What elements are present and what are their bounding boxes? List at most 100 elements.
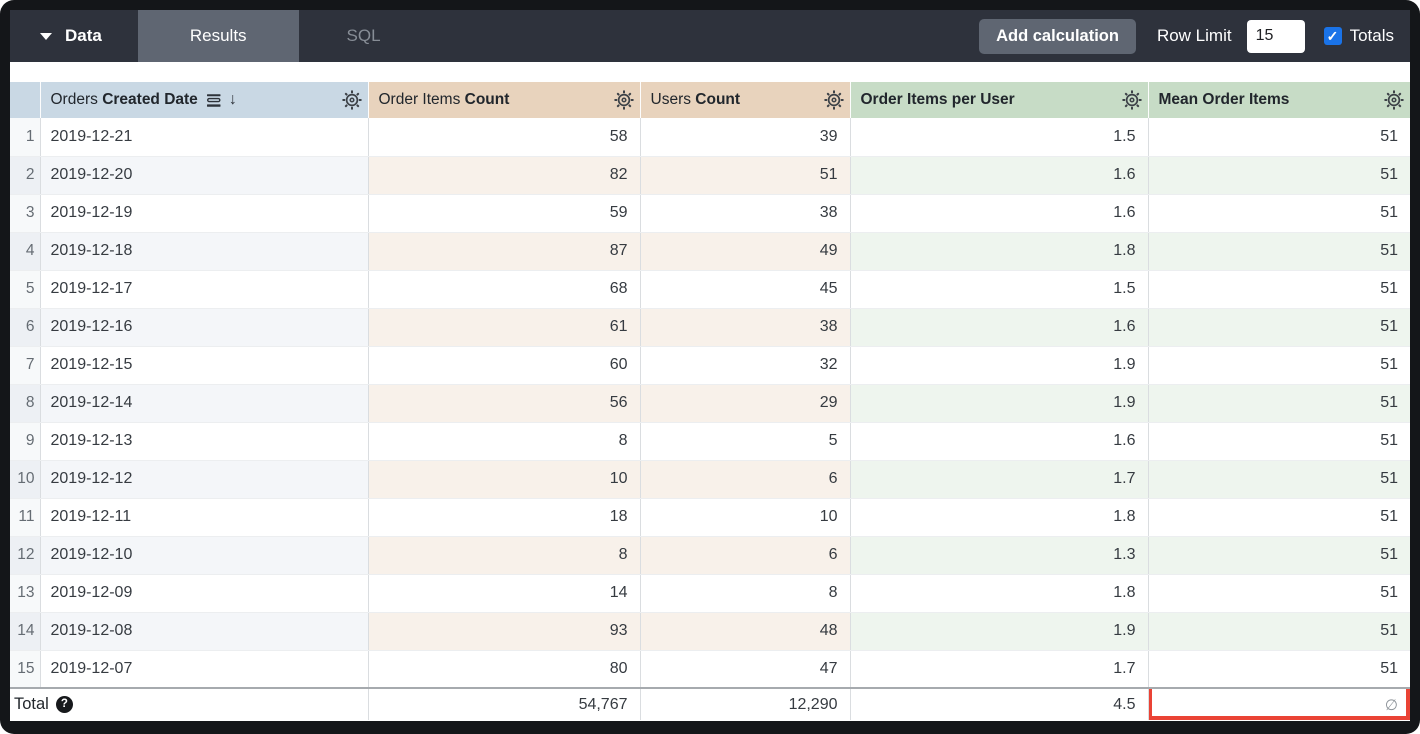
table-cell[interactable]: 51 — [1148, 232, 1410, 271]
table-cell[interactable]: 56 — [368, 384, 641, 423]
table-cell[interactable]: 93 — [368, 612, 641, 651]
table-cell[interactable]: 1.9 — [850, 346, 1149, 385]
table-cell[interactable]: 51 — [1148, 460, 1410, 499]
table-cell[interactable]: 38 — [640, 308, 851, 347]
table-cell[interactable]: 1.7 — [850, 460, 1149, 499]
table-cell[interactable]: 1.8 — [850, 574, 1149, 613]
table-cell[interactable]: 18 — [368, 498, 641, 537]
null-total-symbol: ∅ — [1384, 696, 1398, 714]
table-cell[interactable]: 1.6 — [850, 156, 1149, 195]
table-cell[interactable]: 51 — [1148, 308, 1410, 347]
column-header-users-count[interactable]: Users Count — [640, 82, 851, 118]
add-calculation-button[interactable]: Add calculation — [979, 18, 1136, 54]
table-cell[interactable]: 8 — [368, 536, 641, 575]
table-row: 5 2019-12-17 68 45 1.5 51 — [10, 270, 1410, 309]
table-cell[interactable]: 2019-12-18 — [40, 232, 369, 271]
table-cell[interactable]: 1.3 — [850, 536, 1149, 575]
table-cell[interactable]: 2019-12-10 — [40, 536, 369, 575]
gear-icon[interactable] — [823, 90, 844, 110]
total-users-count[interactable]: 12,290 — [640, 687, 851, 720]
table-cell[interactable]: 38 — [640, 194, 851, 233]
table-cell[interactable]: 8 — [640, 574, 851, 613]
table-cell[interactable]: 6 — [640, 460, 851, 499]
table-cell[interactable]: 1.8 — [850, 498, 1149, 537]
table-cell[interactable]: 1.7 — [850, 650, 1149, 689]
table-cell[interactable]: 51 — [1148, 384, 1410, 423]
table-cell[interactable]: 1.6 — [850, 308, 1149, 347]
total-order-items-per-user[interactable]: 4.5 — [850, 687, 1149, 720]
row-number: 9 — [10, 422, 41, 461]
table-cell[interactable]: 39 — [640, 118, 851, 157]
table-cell[interactable]: 51 — [1148, 346, 1410, 385]
help-icon[interactable] — [55, 696, 73, 713]
table-cell[interactable]: 87 — [368, 232, 641, 271]
table-cell[interactable]: 80 — [368, 650, 641, 689]
table-cell[interactable]: 51 — [1148, 270, 1410, 309]
table-cell[interactable]: 10 — [368, 460, 641, 499]
table-cell[interactable]: 8 — [368, 422, 641, 461]
table-cell[interactable]: 1.6 — [850, 194, 1149, 233]
table-cell[interactable]: 10 — [640, 498, 851, 537]
column-header-orders-created-date[interactable]: Orders Created Date — [40, 82, 369, 118]
row-limit-input[interactable] — [1246, 19, 1305, 53]
gear-icon[interactable] — [1121, 90, 1142, 110]
table-cell[interactable]: 1.5 — [850, 118, 1149, 157]
table-cell[interactable]: 2019-12-08 — [40, 612, 369, 651]
table-cell[interactable]: 49 — [640, 232, 851, 271]
gear-icon[interactable] — [613, 90, 634, 110]
table-cell[interactable]: 51 — [640, 156, 851, 195]
table-cell[interactable]: 51 — [1148, 498, 1410, 537]
table-cell[interactable]: 48 — [640, 612, 851, 651]
table-cell[interactable]: 5 — [640, 422, 851, 461]
table-cell[interactable]: 2019-12-16 — [40, 308, 369, 347]
column-header-order-items-count[interactable]: Order Items Count — [368, 82, 641, 118]
table-cell[interactable]: 45 — [640, 270, 851, 309]
table-cell[interactable]: 51 — [1148, 118, 1410, 157]
table-cell[interactable]: 2019-12-15 — [40, 346, 369, 385]
table-cell[interactable]: 6 — [640, 536, 851, 575]
table-cell[interactable]: 2019-12-20 — [40, 156, 369, 195]
tab-sql[interactable]: SQL — [299, 10, 429, 62]
table-cell[interactable]: 2019-12-11 — [40, 498, 369, 537]
table-cell[interactable]: 1.8 — [850, 232, 1149, 271]
column-header-order-items-per-user[interactable]: Order Items per User — [850, 82, 1149, 118]
totals-toggle-group[interactable]: Totals — [1323, 26, 1394, 46]
row-number: 15 — [10, 650, 41, 689]
table-cell[interactable]: 2019-12-19 — [40, 194, 369, 233]
table-cell[interactable]: 51 — [1148, 536, 1410, 575]
table-cell[interactable]: 2019-12-13 — [40, 422, 369, 461]
totals-checkbox[interactable] — [1323, 27, 1342, 45]
table-cell[interactable]: 58 — [368, 118, 641, 157]
table-cell[interactable]: 1.6 — [850, 422, 1149, 461]
table-cell[interactable]: 61 — [368, 308, 641, 347]
table-cell[interactable]: 51 — [1148, 650, 1410, 689]
table-cell[interactable]: 1.9 — [850, 384, 1149, 423]
table-cell[interactable]: 32 — [640, 346, 851, 385]
table-cell[interactable]: 60 — [368, 346, 641, 385]
table-cell[interactable]: 47 — [640, 650, 851, 689]
table-cell[interactable]: 2019-12-21 — [40, 118, 369, 157]
table-cell[interactable]: 2019-12-14 — [40, 384, 369, 423]
table-cell[interactable]: 14 — [368, 574, 641, 613]
gear-icon[interactable] — [1384, 90, 1404, 110]
table-cell[interactable]: 2019-12-07 — [40, 650, 369, 689]
tab-results[interactable]: Results — [137, 10, 299, 62]
table-cell[interactable]: 2019-12-09 — [40, 574, 369, 613]
table-cell[interactable]: 51 — [1148, 422, 1410, 461]
table-cell[interactable]: 1.5 — [850, 270, 1149, 309]
data-section-toggle[interactable]: Data — [10, 10, 138, 62]
table-cell[interactable]: 59 — [368, 194, 641, 233]
table-cell[interactable]: 51 — [1148, 156, 1410, 195]
table-cell[interactable]: 51 — [1148, 574, 1410, 613]
column-header-mean-order-items[interactable]: Mean Order Items — [1148, 82, 1410, 118]
gear-icon[interactable] — [341, 90, 362, 110]
table-cell[interactable]: 51 — [1148, 612, 1410, 651]
table-cell[interactable]: 29 — [640, 384, 851, 423]
table-cell[interactable]: 68 — [368, 270, 641, 309]
table-cell[interactable]: 1.9 — [850, 612, 1149, 651]
table-cell[interactable]: 2019-12-12 — [40, 460, 369, 499]
table-cell[interactable]: 2019-12-17 — [40, 270, 369, 309]
table-cell[interactable]: 51 — [1148, 194, 1410, 233]
table-cell[interactable]: 82 — [368, 156, 641, 195]
total-order-items-count[interactable]: 54,767 — [368, 687, 641, 720]
